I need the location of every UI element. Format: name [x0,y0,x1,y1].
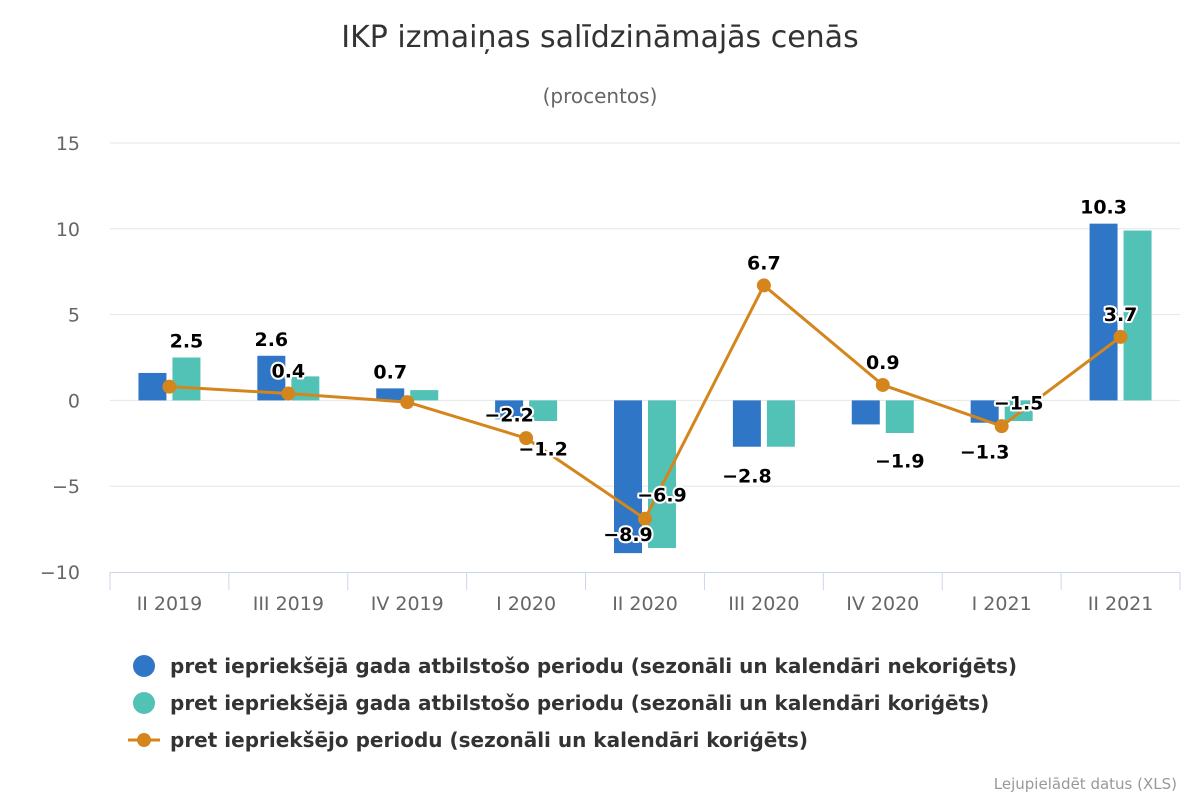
line-data-label: 3.7 [1104,304,1138,326]
x-tick-label: I 2020 [496,593,556,615]
x-axis-ticks: II 2019 III 2019 IV 2019 I 2020 II 2020 III 2… [137,593,1154,615]
x-tick-label: IV 2019 [371,593,444,615]
data-label: −1.3 [960,441,1010,463]
line-point [638,511,652,526]
bar-series1 [376,388,405,401]
x-tick-label: II 2020 [612,593,678,615]
legend-bar-marker [133,692,155,714]
y-tick-label: 15 [56,133,80,155]
bar-series2 [1004,400,1033,421]
bar-series2 [648,400,676,548]
x-tick-label: II 2019 [137,593,203,615]
data-label: −2.8 [722,465,772,487]
legend: pret iepriekšējā gada atbilstošo periodu… [128,654,1017,752]
legend-line-dot [137,733,151,747]
data-label: −2.2 [484,404,534,426]
x-axis [109,572,1181,590]
line-point [756,278,771,293]
bar-series1 [138,372,167,401]
line-point [875,377,890,392]
bar-series2 [410,390,439,401]
data-label: 2.5 [170,331,204,353]
line-data-label: 0.9 [866,352,900,374]
bar-series2 [172,357,201,401]
line-series [162,278,1128,526]
data-label: −1.2 [518,438,568,460]
y-tick-label: −10 [40,562,80,584]
data-labels: 2.6 0.7 −2.2 −8.9 −2.8 −1.3 10.3 2.5 −1.2 −6.9 −1.… [168,195,1140,548]
download-data-link[interactable]: Lejupielādēt datus (XLS) [994,775,1177,793]
line-data-label: 0.4 [271,361,305,383]
data-label: 0.7 [373,361,407,383]
chart-title: IKP izmaiņas salīdzināmajās cenās [341,20,858,55]
x-tick-label: II 2021 [1088,593,1154,615]
chart-subtitle: (procentos) [543,84,658,108]
bar-series2 [1123,230,1152,401]
line-data-label: 6.7 [747,252,781,274]
bar-series1 [732,400,761,447]
legend-item-label: pret iepriekšējā gada atbilstošo periodu… [170,691,989,715]
x-tick-label: IV 2020 [846,593,919,615]
bar-series1 [614,400,642,554]
bar-series2 [766,400,795,447]
y-axis-ticks: 15 10 5 0 −5 −10 [40,133,80,584]
data-label: −1.9 [875,450,925,472]
line-point [400,395,415,410]
bars [138,223,1152,554]
grid-lines [110,142,1180,487]
line-point [162,379,177,394]
x-tick-label: III 2019 [253,593,324,615]
data-label: −1.5 [994,392,1044,414]
data-label: −6.9 [637,484,687,506]
line-point [1113,329,1128,344]
data-label: −8.9 [603,524,653,546]
line-point [519,431,534,446]
y-tick-label: 10 [56,219,80,241]
line-point [281,386,296,401]
y-tick-label: −5 [52,476,80,498]
x-tick-label: III 2020 [728,593,799,615]
y-tick-label: 0 [68,390,80,412]
bar-series2 [885,400,914,434]
legend-item-label: pret iepriekšējo periodu (sezonāli un ka… [170,728,808,752]
x-tick-label: I 2021 [972,593,1032,615]
line-point [994,419,1009,434]
data-label: 2.6 [254,329,288,351]
data-label: 10.3 [1080,197,1127,219]
bar-series1 [495,400,524,420]
bar-series1 [851,400,880,425]
y-tick-label: 5 [68,305,80,327]
bar-series1 [1089,223,1118,401]
legend-bar-marker [133,655,155,677]
legend-item-label: pret iepriekšējā gada atbilstošo periodu… [170,654,1017,678]
bar-series2 [529,400,558,421]
